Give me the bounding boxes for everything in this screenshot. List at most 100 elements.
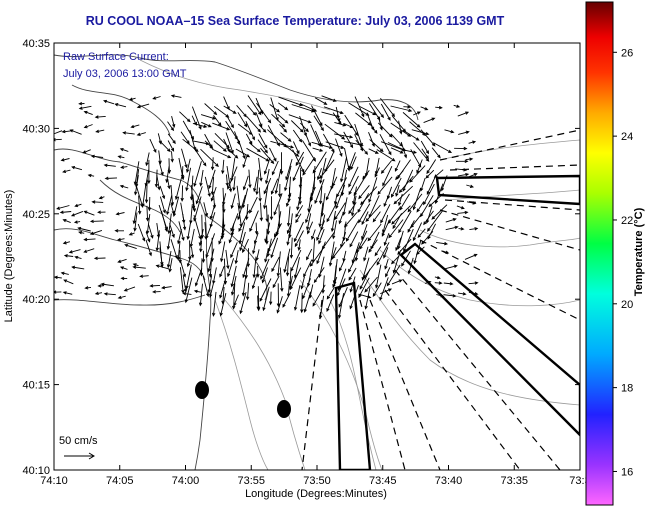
vector-arrow: [145, 152, 150, 167]
vector-arrow: [328, 241, 335, 267]
vector-arrow: [431, 147, 441, 159]
vector-arrow: [219, 265, 225, 278]
x-tick-label: 74:10: [40, 475, 68, 487]
vector-arrow: [155, 264, 170, 270]
vector-arrow: [269, 104, 281, 113]
vector-arrow: [279, 152, 284, 175]
vector-arrow: [252, 241, 257, 255]
vector-arrow: [265, 228, 269, 245]
vector-arrow: [318, 295, 325, 320]
vector-arrow: [83, 210, 95, 216]
vector-arrow: [144, 178, 149, 204]
vector-arrow: [434, 275, 441, 280]
x-tick-label: 73:40: [435, 475, 463, 487]
vector-arrow: [276, 296, 283, 314]
vector-arrow: [291, 104, 315, 113]
vector-arrow: [284, 165, 292, 192]
vector-arrow: [435, 105, 443, 110]
vector-arrow: [276, 283, 281, 308]
vector-arrow: [169, 223, 175, 239]
vector-arrow: [411, 129, 430, 136]
vector-arrow: [156, 174, 161, 191]
colorbar-tick-label: 18: [621, 383, 633, 395]
vector-arrow: [84, 286, 92, 290]
vector-arrow: [177, 228, 182, 245]
vector-arrow: [236, 185, 242, 210]
vector-arrow: [337, 268, 347, 292]
vector-arrow: [256, 295, 260, 311]
vector-arrow: [380, 204, 391, 224]
vector-arrow: [255, 169, 260, 196]
vector-arrow: [445, 225, 459, 231]
vector-arrow: [388, 219, 404, 239]
vector-arrow: [457, 111, 470, 117]
vector-arrow: [158, 160, 164, 177]
vector-arrow: [68, 249, 81, 254]
y-tick-label: 40:30: [22, 123, 50, 135]
vector-arrow: [456, 159, 469, 164]
vector-arrow: [323, 106, 344, 115]
vector-arrow: [74, 255, 82, 260]
vector-arrow: [372, 282, 382, 297]
vector-arrow: [296, 196, 301, 211]
vector-arrow: [227, 166, 238, 190]
vector-arrow: [312, 284, 326, 307]
vector-arrow: [212, 122, 231, 131]
vector-arrow: [279, 267, 284, 293]
vector-arrow: [436, 241, 448, 246]
vector-arrow: [403, 228, 414, 253]
vector-arrow: [292, 156, 304, 182]
colorbar-ticks: 26 24 22 20 18 16: [613, 47, 633, 478]
vector-arrow: [71, 165, 83, 171]
vector-arrow: [252, 256, 257, 279]
vector-arrow: [230, 265, 237, 288]
vector-arrow: [204, 103, 218, 116]
colorbar-title: Temperature (°C): [633, 207, 645, 296]
vector-arrow: [190, 246, 195, 259]
vector-arrow: [145, 205, 150, 222]
vector-arrow: [182, 275, 188, 293]
vector-arrow: [319, 159, 335, 180]
vector-arrow: [465, 173, 478, 179]
vector-arrow: [368, 148, 379, 154]
vector-arrow: [286, 229, 291, 246]
vector-arrow: [335, 184, 346, 210]
vector-arrow: [260, 147, 275, 165]
vector-arrow: [223, 105, 237, 114]
vector-arrow: [278, 102, 289, 111]
vector-arrow: [380, 288, 393, 295]
vector-arrow: [466, 201, 477, 205]
vector-arrow: [413, 111, 421, 116]
vector-arrow: [248, 142, 261, 153]
vector-arrow: [453, 104, 461, 108]
vector-arrow: [62, 169, 71, 174]
colorbar-tick-label: 16: [621, 466, 633, 478]
vector-arrow: [242, 238, 249, 254]
vector-arrow: [300, 276, 305, 290]
vector-arrow: [334, 133, 354, 139]
vector-arrow: [170, 203, 175, 215]
vector-arrow: [132, 263, 139, 267]
y-tick-label: 40:20: [22, 294, 50, 306]
vector-arrow: [62, 291, 73, 295]
vector-arrow: [233, 294, 239, 307]
vector-arrow: [179, 258, 187, 278]
vector-arrow: [407, 220, 415, 233]
vector-arrow: [285, 158, 293, 181]
vector-arrow: [136, 132, 146, 136]
vector-arrow: [395, 170, 404, 181]
vector-arrow: [395, 184, 400, 197]
vector-arrow: [167, 178, 171, 190]
vector-arrow: [132, 265, 146, 269]
vector-arrow: [431, 204, 448, 220]
vector-arrow: [245, 121, 255, 141]
vector-arrow: [433, 142, 453, 154]
y-tick-label: 40:10: [22, 465, 50, 477]
vector-arrow: [416, 159, 423, 174]
scale-bar-label: 50 cm/s: [59, 435, 98, 447]
vector-arrow: [117, 155, 125, 159]
vector-arrow: [338, 211, 344, 225]
vector-arrow: [103, 99, 115, 105]
vector-arrow: [384, 258, 389, 270]
vector-arrow: [103, 292, 116, 296]
